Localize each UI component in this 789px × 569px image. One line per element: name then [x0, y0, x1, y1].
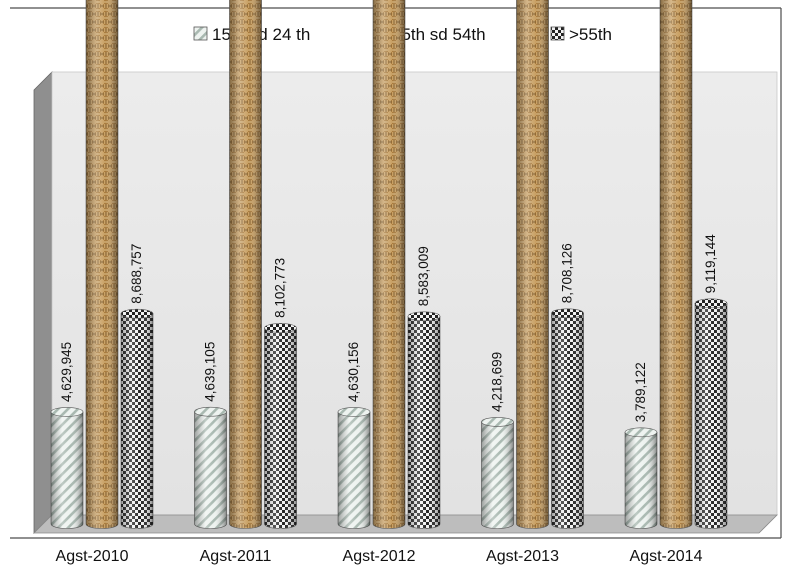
bar-25-54-1	[85, 0, 119, 529]
bar-shading	[264, 327, 297, 529]
value-label-55plus-3: 8,583,009	[416, 246, 431, 306]
bar-shading	[695, 303, 727, 529]
bar-shading	[660, 0, 692, 529]
bar-shading	[551, 313, 584, 529]
bar-top	[264, 323, 297, 333]
category-labels: Agst-2010 Agst-2011 Agst-2012 Agst-2013 Agst…	[56, 548, 703, 565]
bar-55plus-4	[551, 308, 584, 529]
value-label-55plus-1: 8,688,757	[129, 244, 144, 304]
bar-shading	[516, 0, 549, 529]
bar-shading	[51, 411, 83, 529]
value-label-15-24-5: 3,789,122	[633, 362, 648, 422]
legend-label-25-54: 25th sd 54th	[392, 25, 486, 44]
bar-top	[50, 407, 84, 417]
bar-15-24-1	[50, 407, 84, 529]
bar-25-54-2	[229, 0, 262, 529]
plot-left-wall	[33, 71, 53, 534]
bar-15-24-2	[194, 406, 227, 529]
category-label-4: Agst-2013	[486, 548, 559, 565]
bar-top	[337, 407, 371, 417]
value-label-15-24-2: 4,639,105	[203, 342, 218, 402]
bar-25-54-3	[372, 0, 406, 529]
category-label-5: Agst-2014	[630, 548, 703, 565]
bar-top	[407, 311, 441, 322]
legend-swatch-15-24	[193, 26, 208, 41]
bar-shading	[194, 411, 227, 529]
bar-top	[624, 427, 658, 438]
bar-15-24-4	[481, 417, 514, 529]
bars-group: 4,629,94525,380,3418,688,7574,639,10523,…	[50, 0, 728, 529]
bar-25-54-4	[516, 0, 549, 529]
bar-15-24-3	[337, 407, 371, 529]
value-label-15-24-4: 4,218,699	[490, 352, 505, 412]
bar-shading	[408, 316, 440, 529]
category-label-2: Agst-2011	[200, 548, 272, 565]
bar-55plus-2	[264, 323, 297, 529]
category-label-3: Agst-2012	[343, 548, 416, 565]
bar-top	[481, 417, 514, 427]
bar-55plus-5	[694, 298, 728, 529]
category-label-1: Agst-2010	[56, 548, 129, 565]
bar-55plus-1	[120, 308, 154, 529]
value-label-15-24-1: 4,629,945	[59, 342, 74, 402]
value-label-55plus-2: 8,102,773	[273, 258, 288, 318]
value-label-55plus-4: 8,708,126	[560, 243, 575, 303]
bar-top	[194, 406, 227, 417]
bar-25-54-5	[659, 0, 693, 529]
bar-shading	[86, 0, 118, 529]
bar-shading	[121, 313, 153, 529]
bar-15-24-5	[624, 427, 658, 529]
bar-top	[120, 308, 154, 319]
bar-55plus-3	[407, 311, 441, 529]
bar-shading	[373, 0, 405, 529]
bar-shading	[338, 411, 370, 529]
legend-label-55plus: >55th	[569, 25, 612, 44]
bar-shading	[481, 421, 514, 529]
legend-swatch-55plus	[550, 26, 565, 41]
bar-top	[551, 308, 584, 319]
bar-shading	[625, 432, 657, 529]
bar-top	[694, 298, 728, 309]
value-label-15-24-3: 4,630,156	[346, 342, 361, 402]
value-label-55plus-5: 9,119,144	[703, 234, 718, 294]
bar-shading	[229, 0, 262, 529]
